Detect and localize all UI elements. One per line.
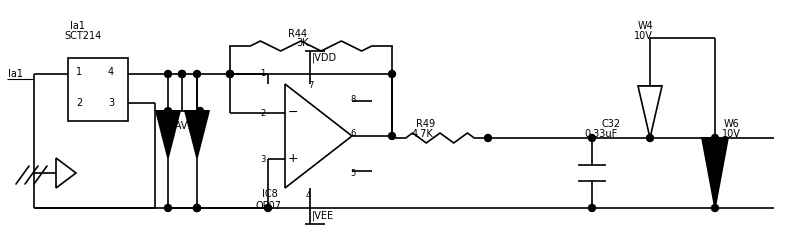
Text: |VEE: |VEE (312, 211, 334, 221)
Text: BAV99: BAV99 (168, 121, 200, 131)
Circle shape (197, 108, 203, 114)
Text: 1: 1 (76, 67, 82, 77)
Text: Ia1: Ia1 (70, 21, 85, 31)
Text: C32: C32 (602, 119, 621, 129)
Text: OP07: OP07 (256, 201, 282, 211)
Circle shape (165, 108, 171, 114)
Bar (68, 58, 128, 121)
Text: R44: R44 (288, 29, 307, 39)
Text: 4: 4 (306, 191, 311, 200)
Text: Ia1: Ia1 (8, 69, 23, 79)
Circle shape (226, 71, 234, 77)
Circle shape (165, 204, 171, 212)
Polygon shape (702, 138, 728, 208)
Circle shape (178, 71, 186, 77)
Circle shape (646, 135, 654, 141)
Circle shape (389, 133, 395, 139)
Text: SCT214: SCT214 (64, 31, 102, 41)
Circle shape (226, 71, 234, 77)
Circle shape (178, 71, 186, 77)
Text: |VDD: |VDD (312, 53, 337, 63)
Circle shape (194, 204, 201, 212)
Text: 10V: 10V (634, 31, 653, 41)
Circle shape (485, 135, 491, 141)
Circle shape (194, 71, 201, 77)
Text: 7: 7 (308, 81, 314, 91)
Polygon shape (156, 111, 180, 158)
Text: 2: 2 (260, 108, 266, 118)
Text: 2: 2 (76, 98, 82, 108)
Text: 4: 4 (108, 67, 114, 77)
Circle shape (711, 135, 718, 141)
Text: 8: 8 (350, 94, 355, 104)
Circle shape (194, 204, 201, 212)
Text: 1: 1 (260, 70, 266, 78)
Text: W4: W4 (638, 21, 654, 31)
Text: 3: 3 (108, 98, 114, 108)
Text: 5: 5 (350, 169, 355, 178)
Circle shape (589, 135, 595, 141)
Text: −: − (288, 106, 298, 119)
Text: R49: R49 (416, 119, 435, 129)
Text: +: + (288, 153, 298, 166)
Text: IC8: IC8 (262, 189, 278, 199)
Text: 3K: 3K (296, 38, 309, 48)
Polygon shape (638, 86, 662, 138)
Text: 3: 3 (260, 154, 266, 164)
Circle shape (265, 204, 271, 212)
Text: 4.7K: 4.7K (412, 129, 434, 139)
Text: 0.33uF: 0.33uF (584, 129, 618, 139)
Circle shape (165, 71, 171, 77)
Text: W6: W6 (724, 119, 740, 129)
Circle shape (589, 204, 595, 212)
Polygon shape (185, 111, 209, 158)
Circle shape (711, 204, 718, 212)
Text: 10V: 10V (722, 129, 741, 139)
Text: 6: 6 (350, 129, 355, 138)
Circle shape (389, 71, 395, 77)
